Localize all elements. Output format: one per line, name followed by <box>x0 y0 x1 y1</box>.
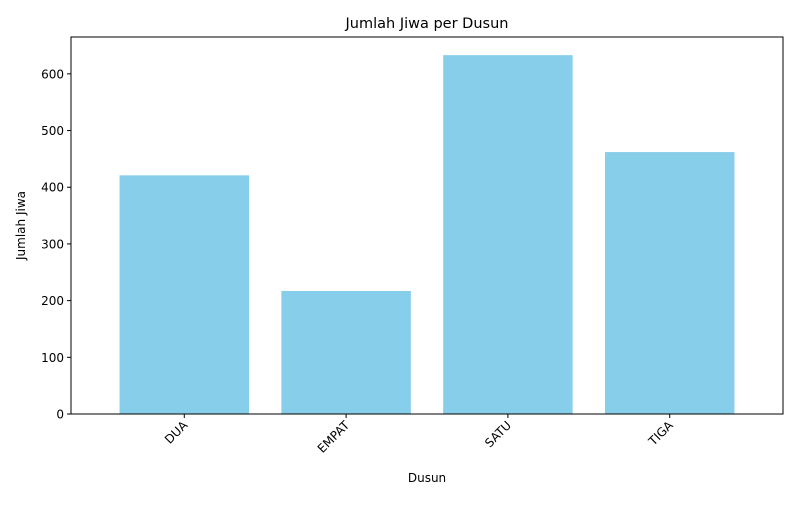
bar-dua <box>119 175 249 414</box>
y-tick-label: 600 <box>41 67 64 81</box>
y-tick-label: 200 <box>41 294 64 308</box>
x-tick-label-empat: EMPAT <box>315 418 353 456</box>
x-tick-label-dua: DUA <box>162 418 191 447</box>
y-tick-label: 100 <box>41 351 64 365</box>
plot-frame <box>70 36 784 415</box>
x-axis-label: Dusun <box>408 471 446 485</box>
y-tick-label: 0 <box>56 408 64 422</box>
bar-satu <box>443 55 573 414</box>
y-tick-label: 500 <box>41 124 64 138</box>
x-tick-label-satu: SATU <box>482 418 514 450</box>
y-axis-label: Jumlah Jiwa <box>14 191 28 261</box>
x-tick-label-tiga: TIGA <box>645 418 676 449</box>
y-tick-label: 300 <box>41 237 64 251</box>
bar-tiga <box>605 152 735 414</box>
y-axis-ticks: 0 100 200 300 400 500 600 <box>41 67 71 422</box>
y-tick-label: 400 <box>41 181 64 195</box>
bar-empat <box>281 290 411 414</box>
chart-title: Jumlah Jiwa per Dusun <box>345 16 509 32</box>
x-axis-ticks: DUA EMPAT SATU TIGA <box>162 414 676 456</box>
bars <box>119 55 735 414</box>
